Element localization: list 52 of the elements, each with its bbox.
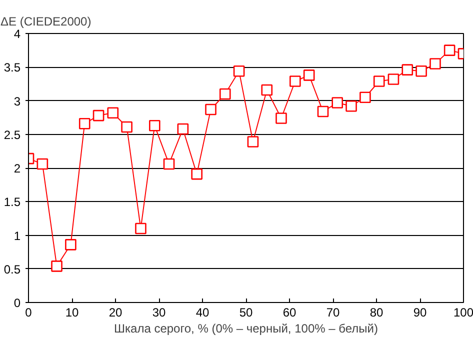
y-tick-label: 3 [14,94,21,108]
point [388,74,400,85]
x-tick-label: 50 [239,306,253,320]
y-tick-label: 2.5 [4,128,21,142]
y-tick-label: 0 [14,296,21,310]
point [205,104,216,116]
x-tick-label: 100 [453,306,473,320]
point [219,88,231,100]
x-tick-label: 10 [65,306,79,320]
x-tick-label: 90 [413,306,427,320]
point [416,66,427,77]
point [346,100,357,112]
point [317,106,329,118]
y-tick-label: 4 [14,27,21,41]
point [65,239,76,250]
point [78,118,90,130]
x-tick-label: 20 [108,306,122,320]
y-tick-label: 1.5 [4,195,21,210]
y-axis-title: ΔE (CIEDE2000) [0,14,92,28]
point [191,168,202,180]
point [135,222,146,234]
x-tick-label: 0 [25,306,32,320]
point [149,120,160,132]
y-tick-label: 1 [14,228,21,243]
point [163,158,175,170]
x-tick-label: 80 [370,306,384,320]
point [247,136,259,148]
point [290,76,301,87]
x-tick-label: 40 [196,306,210,320]
point [107,107,119,119]
y-tick-label: 0.5 [4,262,21,276]
point [303,70,315,81]
x-tick-label: 70 [326,306,340,320]
point [276,112,287,124]
point [92,110,104,122]
point [261,84,273,96]
point [444,44,456,56]
x-tick-label: 30 [152,306,166,320]
y-tick-label: 3.5 [4,60,21,75]
point [360,92,371,104]
y-tick-label: 2 [14,162,21,176]
point [121,121,132,133]
point [373,76,385,87]
point [233,66,245,77]
point [402,64,414,76]
point [430,58,441,70]
point [332,97,343,108]
x-axis-title: Шкала серого, % (0% – черный, 100% – белый) [114,322,378,336]
point [36,158,48,170]
point [51,260,62,272]
x-tick-label: 60 [282,306,296,320]
point [177,123,189,135]
